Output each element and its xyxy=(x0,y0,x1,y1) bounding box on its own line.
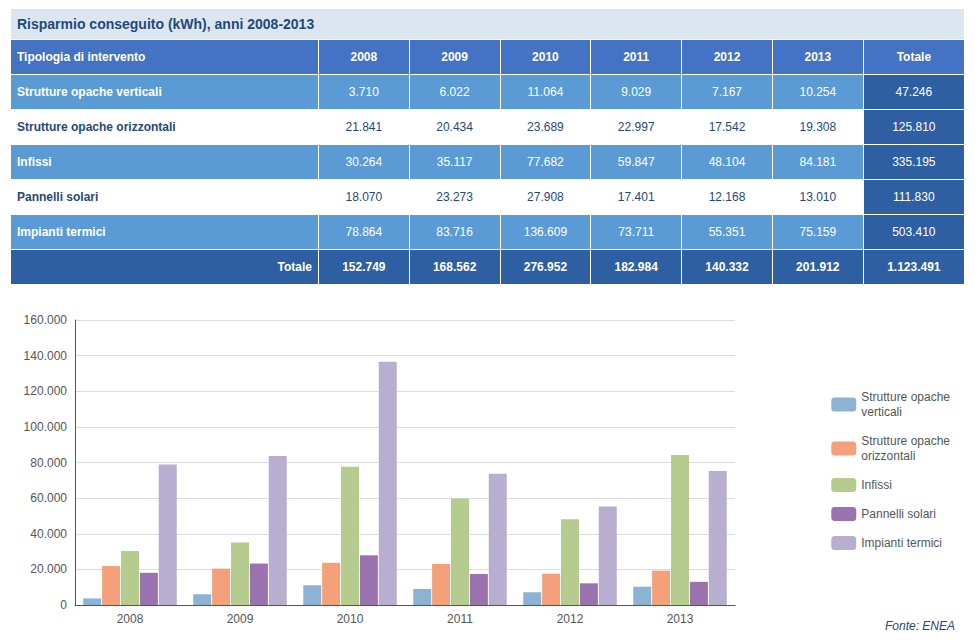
svg-text:orizzontali: orizzontali xyxy=(861,449,915,463)
html-text:23.689: 23.689 xyxy=(527,120,564,134)
svg-text:Infissi: Infissi xyxy=(861,478,892,492)
html-text:55.351: 55.351 xyxy=(708,225,746,239)
html-text:Infissi: Infissi xyxy=(17,155,52,169)
html-text:Pannelli solari: Pannelli solari xyxy=(17,190,99,204)
html-text:2008: 2008 xyxy=(350,50,378,64)
html-text:2010: 2010 xyxy=(532,50,559,64)
svg-text:80.000: 80.000 xyxy=(30,456,67,470)
html-text:83.716: 83.716 xyxy=(436,225,473,239)
html-text:17.542: 17.542 xyxy=(708,120,746,134)
svg-text:2011: 2011 xyxy=(447,612,473,626)
html-text:335.195: 335.195 xyxy=(892,155,936,169)
svg-text:2012: 2012 xyxy=(557,612,584,626)
html-text:Tipologia di intervento: Tipologia di intervento xyxy=(17,50,146,64)
svg-text:2013: 2013 xyxy=(667,612,694,626)
html-text:111.830: 111.830 xyxy=(893,190,935,204)
html-text:18.070: 18.070 xyxy=(345,190,383,204)
html-text:23.273: 23.273 xyxy=(436,190,473,204)
html-text:75.159: 75.159 xyxy=(799,225,837,239)
html-text:27.908: 27.908 xyxy=(527,190,564,204)
html-text:77.682: 77.682 xyxy=(527,155,564,169)
html-text:503.410: 503.410 xyxy=(892,225,936,239)
html-text:12.168: 12.168 xyxy=(708,190,746,204)
html-text:276.952: 276.952 xyxy=(523,260,568,274)
html-text:2009: 2009 xyxy=(441,50,468,64)
html-text:201.912: 201.912 xyxy=(796,260,840,274)
svg-text:0: 0 xyxy=(60,598,67,612)
svg-text:Fonte: ENEA: Fonte: ENEA xyxy=(885,619,955,633)
html-text:10.254: 10.254 xyxy=(799,85,837,99)
html-text:11.064: 11.064 xyxy=(527,85,564,99)
svg-text:Pannelli solari: Pannelli solari xyxy=(861,507,936,521)
html-text:22.997: 22.997 xyxy=(617,120,655,134)
html-text:Strutture opache orizzontali: Strutture opache orizzontali xyxy=(17,120,176,134)
html-text:3.710: 3.710 xyxy=(348,85,379,99)
html-text:59.847: 59.847 xyxy=(617,155,655,169)
html-text:168.562: 168.562 xyxy=(432,260,477,274)
svg-text:Strutture opache: Strutture opache xyxy=(861,434,950,448)
svg-text:verticali: verticali xyxy=(861,405,902,419)
html-text:13.010: 13.010 xyxy=(799,190,837,204)
html-text:1.123.491: 1.123.491 xyxy=(887,260,941,274)
html-text:182.984: 182.984 xyxy=(614,260,658,274)
html-text:9.029: 9.029 xyxy=(621,85,652,99)
svg-text:Impianti termici: Impianti termici xyxy=(861,536,942,550)
svg-text:Strutture opache: Strutture opache xyxy=(861,390,950,404)
html-text:Impianti termici: Impianti termici xyxy=(17,225,106,239)
svg-text:160.000: 160.000 xyxy=(24,313,68,327)
html-text:21.841: 21.841 xyxy=(345,120,383,134)
html-text:7.167: 7.167 xyxy=(712,85,742,99)
html-text:35.117: 35.117 xyxy=(436,155,473,169)
html-text:2011: 2011 xyxy=(623,50,650,64)
svg-text:40.000: 40.000 xyxy=(30,527,67,541)
svg-text:2008: 2008 xyxy=(117,612,144,626)
html-text:17.401: 17.401 xyxy=(617,190,655,204)
html-text:2012: 2012 xyxy=(713,50,741,64)
html-text:47.246: 47.246 xyxy=(895,85,933,99)
html-text:152.749: 152.749 xyxy=(342,260,386,274)
svg-text:2010: 2010 xyxy=(337,612,364,626)
html-text:Totale: Totale xyxy=(277,260,312,274)
html-text:48.104: 48.104 xyxy=(708,155,746,169)
html-text:Totale: Totale xyxy=(896,50,932,64)
svg-text:60.000: 60.000 xyxy=(30,491,67,505)
svg-text:2009: 2009 xyxy=(227,612,254,626)
html-text:84.181: 84.181 xyxy=(799,155,837,169)
svg-text:20.000: 20.000 xyxy=(30,562,67,576)
html-text:136.609: 136.609 xyxy=(523,225,568,239)
html-text:73.711: 73.711 xyxy=(618,225,655,239)
html-text:140.332: 140.332 xyxy=(705,260,749,274)
html-text:Risparmio conseguito (kWh), an: Risparmio conseguito (kWh), anni 2008-20… xyxy=(17,16,315,32)
svg-text:120.000: 120.000 xyxy=(24,384,68,398)
html-text:78.864: 78.864 xyxy=(345,225,383,239)
html-text:Strutture opache verticali: Strutture opache verticali xyxy=(17,85,162,99)
svg-text:100.000: 100.000 xyxy=(24,420,68,434)
html-text:2013: 2013 xyxy=(804,50,832,64)
html-text:20.434: 20.434 xyxy=(436,120,473,134)
html-text:30.264: 30.264 xyxy=(345,155,383,169)
svg-text:140.000: 140.000 xyxy=(24,349,68,363)
html-text:6.022: 6.022 xyxy=(439,85,470,99)
html-text:19.308: 19.308 xyxy=(799,120,837,134)
html-text:125.810: 125.810 xyxy=(892,120,936,134)
